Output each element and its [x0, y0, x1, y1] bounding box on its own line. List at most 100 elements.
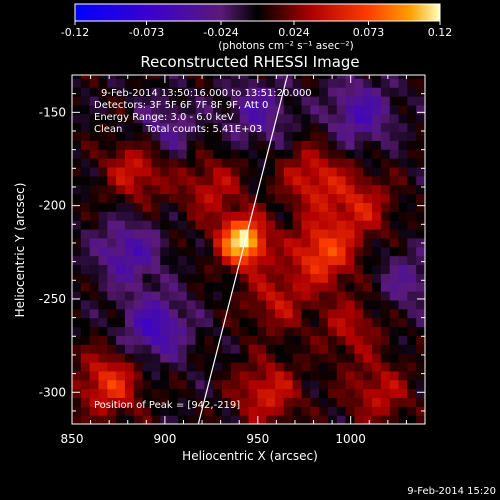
- heatmap-cell: [301, 344, 311, 354]
- heatmap-cell: [72, 211, 82, 221]
- heatmap-cell: [327, 113, 338, 124]
- heatmap-cell: [169, 397, 179, 407]
- annotation-block: 9-Feb-2014 13:50:16.000 to 13:51:20.000 …: [94, 88, 312, 411]
- heatmap-cell: [301, 211, 311, 221]
- heatmap-cell: [151, 406, 161, 416]
- heatmap-cell: [169, 140, 179, 150]
- heatmap-cell: [354, 193, 364, 203]
- heatmap-cell: [230, 388, 241, 398]
- heatmap-cell: [354, 361, 364, 372]
- heatmap-cell: [98, 122, 108, 133]
- heatmap-cell: [151, 228, 161, 239]
- heatmap-cell: [372, 379, 382, 390]
- heatmap-cell: [389, 122, 400, 133]
- heatmap-cell: [363, 131, 373, 141]
- heatmap-cell: [398, 344, 408, 354]
- heatmap-cell: [336, 317, 347, 328]
- heatmap-cell: [169, 184, 179, 195]
- heatmap-cell: [107, 397, 117, 407]
- heatmap-cell: [213, 149, 223, 159]
- heatmap-cell: [345, 202, 355, 212]
- heatmap-cell: [116, 175, 126, 186]
- heatmap-cell: [266, 202, 276, 212]
- heatmap-cell: [389, 166, 400, 177]
- heatmap-cell: [230, 317, 241, 328]
- heatmap-cell: [80, 406, 91, 416]
- heatmap-cell: [372, 75, 382, 79]
- heatmap-cell: [177, 193, 188, 203]
- heatmap-cell: [195, 317, 205, 328]
- heatmap-cell: [327, 255, 338, 266]
- heatmap-cell: [398, 353, 408, 363]
- heatmap-cell: [292, 104, 303, 115]
- heatmap-cell: [124, 149, 135, 159]
- heatmap-cell: [133, 202, 144, 212]
- heatmap-cell: [319, 75, 329, 79]
- heatmap-cell: [186, 264, 197, 274]
- heatmap-cell: [107, 299, 117, 310]
- heatmap-cell: [107, 193, 117, 203]
- heatmap-cell: [107, 237, 117, 248]
- heatmap-cell: [416, 149, 425, 159]
- heatmap-cell: [301, 140, 311, 150]
- heatmap-cell: [89, 113, 100, 124]
- heatmap-cell: [407, 228, 417, 239]
- heatmap-cell: [274, 184, 285, 195]
- heatmap-cell: [151, 202, 161, 212]
- heatmap-cell: [124, 140, 135, 150]
- heatmap-cell: [160, 370, 170, 381]
- heatmap-cell: [389, 202, 400, 212]
- heatmap-cell: [310, 264, 320, 274]
- heatmap-cell: [336, 326, 347, 336]
- heatmap-cell: [186, 149, 197, 159]
- heatmap-cell: [186, 397, 197, 407]
- heatmap-cell: [186, 220, 197, 230]
- heatmap-cell: [372, 202, 382, 212]
- colorbar-units: (photons cm⁻² s⁻¹ asec⁻²): [218, 40, 353, 52]
- heatmap-cell: [292, 113, 303, 124]
- heatmap-cell: [213, 246, 223, 257]
- heatmap-cell: [98, 361, 108, 372]
- heatmap-cell: [416, 388, 425, 398]
- heatmap-cell: [345, 87, 355, 97]
- heatmap-cell: [398, 335, 408, 345]
- heatmap-cell: [151, 87, 161, 97]
- heatmap-cell: [336, 335, 347, 345]
- heatmap-cell: [72, 75, 82, 79]
- heatmap-cell: [213, 237, 223, 248]
- heatmap-cell: [151, 246, 161, 257]
- heatmap-cell: [160, 166, 170, 177]
- annotation-method: Clean: [94, 124, 122, 135]
- heatmap-cell: [327, 361, 338, 372]
- heatmap-cell: [319, 131, 329, 141]
- heatmap-cell: [72, 255, 82, 266]
- heatmap-cell: [169, 96, 179, 106]
- heatmap-cell: [222, 113, 232, 124]
- heatmap-cell: [319, 78, 329, 88]
- heatmap-cell: [354, 246, 364, 257]
- heatmap-cell: [292, 140, 303, 150]
- heatmap-cell: [292, 415, 303, 424]
- heatmap-cell: [310, 361, 320, 372]
- heatmap-cell: [257, 326, 267, 336]
- heatmap-cell: [407, 78, 417, 88]
- heatmap-cell: [336, 299, 347, 310]
- heatmap-cell: [274, 228, 285, 239]
- heatmap-cell: [345, 220, 355, 230]
- heatmap-cell: [204, 264, 214, 274]
- heatmap-cell: [186, 166, 197, 177]
- heatmap-cell: [336, 397, 347, 407]
- heatmap-cell: [72, 344, 82, 354]
- heatmap-cell: [354, 237, 364, 248]
- heatmap-cell: [336, 379, 347, 390]
- heatmap-cell: [266, 122, 276, 133]
- heatmap-cell: [239, 308, 250, 319]
- heatmap-cell: [239, 370, 250, 381]
- heatmap-cell: [266, 308, 276, 319]
- heatmap-cell: [310, 211, 320, 221]
- heatmap-cell: [222, 299, 232, 310]
- heatmap-cell: [363, 104, 373, 115]
- heatmap-cell: [213, 317, 223, 328]
- heatmap-cell: [98, 344, 108, 354]
- heatmap-cell: [319, 220, 329, 230]
